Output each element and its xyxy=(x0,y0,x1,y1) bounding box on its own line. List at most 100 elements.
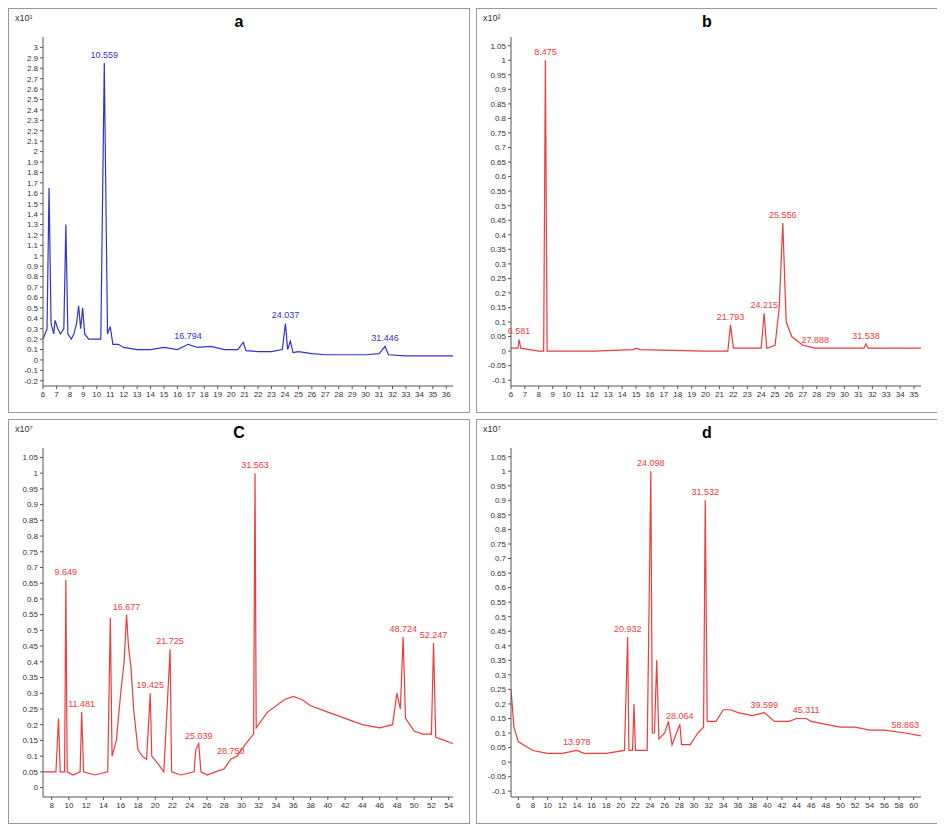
svg-text:28: 28 xyxy=(220,801,229,810)
svg-text:2: 2 xyxy=(34,147,39,156)
svg-text:35: 35 xyxy=(910,390,919,399)
svg-text:0.5: 0.5 xyxy=(27,304,39,313)
svg-text:28.750: 28.750 xyxy=(217,746,245,756)
svg-text:15: 15 xyxy=(160,390,169,399)
svg-text:0.8: 0.8 xyxy=(495,114,507,123)
svg-text:8: 8 xyxy=(68,390,73,399)
svg-text:21.725: 21.725 xyxy=(156,636,184,646)
svg-text:6: 6 xyxy=(516,801,521,810)
svg-text:0.95: 0.95 xyxy=(490,71,506,80)
svg-text:0.8: 0.8 xyxy=(495,525,507,534)
svg-text:3: 3 xyxy=(34,43,39,52)
svg-text:21: 21 xyxy=(240,390,249,399)
svg-text:0.1: 0.1 xyxy=(27,345,39,354)
svg-text:19: 19 xyxy=(213,390,222,399)
svg-text:38: 38 xyxy=(748,801,757,810)
svg-text:0: 0 xyxy=(34,783,39,792)
svg-text:1.8: 1.8 xyxy=(27,168,39,177)
svg-text:2.5: 2.5 xyxy=(27,95,39,104)
svg-text:0.5: 0.5 xyxy=(27,626,39,635)
svg-text:0.7: 0.7 xyxy=(495,143,507,152)
svg-text:0.15: 0.15 xyxy=(22,736,38,745)
svg-text:0.05: 0.05 xyxy=(22,768,38,777)
svg-text:30: 30 xyxy=(690,801,699,810)
svg-text:26: 26 xyxy=(785,390,794,399)
svg-text:0.2: 0.2 xyxy=(495,289,507,298)
svg-text:29: 29 xyxy=(826,390,835,399)
svg-text:2.9: 2.9 xyxy=(27,54,39,63)
svg-text:1: 1 xyxy=(34,252,39,261)
svg-text:1.9: 1.9 xyxy=(27,158,39,167)
svg-text:8: 8 xyxy=(531,801,536,810)
svg-text:31: 31 xyxy=(854,390,863,399)
svg-text:14: 14 xyxy=(99,801,108,810)
svg-text:-0.05: -0.05 xyxy=(488,772,507,781)
svg-text:28.064: 28.064 xyxy=(666,711,694,721)
svg-text:1.7: 1.7 xyxy=(27,179,39,188)
svg-text:27.888: 27.888 xyxy=(801,335,829,345)
svg-text:-0.1: -0.1 xyxy=(24,366,38,375)
svg-text:30: 30 xyxy=(840,390,849,399)
svg-text:2.4: 2.4 xyxy=(27,106,39,115)
svg-text:24: 24 xyxy=(281,390,290,399)
svg-text:0.75: 0.75 xyxy=(22,548,38,557)
svg-text:20: 20 xyxy=(151,801,160,810)
svg-text:34: 34 xyxy=(719,801,728,810)
svg-text:0.4: 0.4 xyxy=(495,642,507,651)
svg-text:1.3: 1.3 xyxy=(27,220,39,229)
svg-text:0.45: 0.45 xyxy=(490,627,506,636)
svg-text:1.6: 1.6 xyxy=(27,189,39,198)
svg-text:0.8: 0.8 xyxy=(27,532,39,541)
svg-text:1: 1 xyxy=(502,56,507,65)
svg-text:0.7: 0.7 xyxy=(27,283,39,292)
svg-text:27: 27 xyxy=(798,390,807,399)
svg-text:11: 11 xyxy=(576,390,585,399)
svg-text:42: 42 xyxy=(341,801,350,810)
svg-text:0.35: 0.35 xyxy=(490,656,506,665)
svg-text:18: 18 xyxy=(133,801,142,810)
svg-text:0.05: 0.05 xyxy=(490,743,506,752)
svg-text:44: 44 xyxy=(792,801,801,810)
svg-text:9: 9 xyxy=(81,390,86,399)
svg-text:0.9: 0.9 xyxy=(495,85,507,94)
svg-text:0.95: 0.95 xyxy=(22,485,38,494)
svg-text:54: 54 xyxy=(444,801,453,810)
svg-text:50: 50 xyxy=(836,801,845,810)
svg-text:1.05: 1.05 xyxy=(490,42,506,51)
svg-text:0.25: 0.25 xyxy=(22,705,38,714)
svg-text:14: 14 xyxy=(618,390,627,399)
svg-text:32: 32 xyxy=(388,390,397,399)
svg-text:34: 34 xyxy=(896,390,905,399)
svg-text:0.3: 0.3 xyxy=(27,689,39,698)
svg-text:6: 6 xyxy=(509,390,514,399)
svg-text:12: 12 xyxy=(82,801,91,810)
svg-text:0.65: 0.65 xyxy=(490,158,506,167)
svg-text:48: 48 xyxy=(821,801,830,810)
svg-text:36: 36 xyxy=(734,801,743,810)
svg-text:28: 28 xyxy=(334,390,343,399)
svg-text:1.05: 1.05 xyxy=(490,453,506,462)
svg-text:0.4: 0.4 xyxy=(495,231,507,240)
svg-text:52.247: 52.247 xyxy=(420,630,448,640)
svg-text:24: 24 xyxy=(757,390,766,399)
svg-text:31: 31 xyxy=(375,390,384,399)
svg-text:20: 20 xyxy=(701,390,710,399)
svg-text:24.037: 24.037 xyxy=(272,310,300,320)
svg-text:24: 24 xyxy=(646,801,655,810)
svg-text:1.1: 1.1 xyxy=(27,241,39,250)
svg-text:31.532: 31.532 xyxy=(691,487,719,497)
svg-text:1.4: 1.4 xyxy=(27,210,39,219)
svg-text:0.15: 0.15 xyxy=(490,714,506,723)
svg-text:0.4: 0.4 xyxy=(27,658,39,667)
svg-text:30: 30 xyxy=(361,390,370,399)
svg-text:52: 52 xyxy=(851,801,860,810)
svg-text:0.6: 0.6 xyxy=(495,583,507,592)
svg-text:12: 12 xyxy=(590,390,599,399)
svg-text:40: 40 xyxy=(323,801,332,810)
svg-text:0.3: 0.3 xyxy=(495,260,507,269)
svg-text:0.75: 0.75 xyxy=(490,540,506,549)
svg-text:20.932: 20.932 xyxy=(614,624,642,634)
svg-text:0.7: 0.7 xyxy=(495,554,507,563)
svg-text:23: 23 xyxy=(267,390,276,399)
svg-text:14: 14 xyxy=(572,801,581,810)
